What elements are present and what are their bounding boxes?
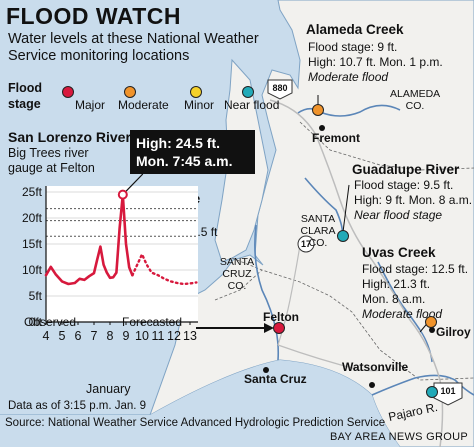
uvas-creek-high: High: 21.3 ft. <box>362 277 431 291</box>
uvas-creek-marker <box>425 316 437 328</box>
uvas-creek-level: Moderate flood <box>362 307 443 321</box>
alameda-county-label: ALAMEDA CO. <box>390 88 441 112</box>
monterey-bay-water <box>0 360 400 447</box>
alameda-creek-stage: Flood stage: 9 ft. <box>308 40 398 54</box>
credit-line: BAY AREA NEWS GROUP <box>330 431 468 443</box>
x-axis-label: January <box>86 382 131 396</box>
county-line <box>214 269 263 301</box>
flood-stage-moderate-label: Moderate 19.5 ft <box>130 225 218 239</box>
alameda-creek-title: Alameda Creek <box>306 22 404 37</box>
road <box>277 344 396 372</box>
santa-cruz-dot <box>263 367 269 373</box>
peak-callout: High: 24.5 ft. Mon. 7:45 a.m. <box>130 130 255 174</box>
santa-cruz-label: Santa Cruz <box>244 372 307 386</box>
felton-marker <box>273 322 285 334</box>
legend-minor-label: Minor <box>184 98 215 112</box>
felton-label: Felton <box>263 310 299 324</box>
santa-clara-county-label: SANTA CLARA CO. <box>300 213 336 249</box>
data-as-of: Data as of 3:15 p.m. Jan. 9 <box>8 400 147 412</box>
uvas-creek-stage: Flood stage: 12.5 ft. <box>362 262 469 276</box>
peak-callout-time: Mon. 7:45 a.m. <box>136 153 233 169</box>
road <box>269 99 444 447</box>
county-line <box>231 257 474 381</box>
source-note: Source: National Weather Service Advance… <box>5 417 386 429</box>
highway-101-label: 101 <box>440 386 456 396</box>
flood-stage-heading: Flood stage <box>130 192 201 206</box>
page-subtitle: Water levels at these National Weather S… <box>8 31 259 64</box>
county-line <box>299 121 474 171</box>
highway-17-shield <box>297 235 315 253</box>
santa-cruz-county-label: SANTA CRUZ CO. <box>219 256 255 292</box>
guadalupe-river-high: High: 9 ft. Mon. 8 a.m. <box>354 193 473 207</box>
alameda-creek-high: High: 10.7 ft. Mon. 1 p.m. <box>308 55 443 69</box>
legend-near-flood-label: Near flood <box>224 98 280 112</box>
watsonville-label: Watsonville <box>342 360 409 374</box>
guadalupe-river-title: Guadalupe River <box>352 162 460 177</box>
legend-major-dot <box>62 86 74 98</box>
gilroy-label: Gilroy <box>436 325 471 339</box>
alameda-creek-river <box>297 104 401 117</box>
forecasted-label: Forecasted <box>122 315 183 329</box>
peak-callout-high: High: 24.5 ft. <box>136 135 221 151</box>
flood-stage-major-label: Major 21.8 ft <box>130 209 197 223</box>
gilroy-dot <box>429 327 435 333</box>
uvas-creek-title: Uvas Creek <box>362 245 436 260</box>
legend-title: Flood stage <box>8 81 43 111</box>
pajaro-tributary <box>419 329 433 363</box>
pajaro-river-marker <box>426 386 438 398</box>
highway-880-shield <box>267 79 293 100</box>
alameda-creek-marker <box>312 104 324 116</box>
observed-label: Observed <box>24 315 77 329</box>
guadalupe-river-marker <box>337 230 349 242</box>
fremont-dot <box>319 125 325 131</box>
legend-minor-dot <box>190 86 202 98</box>
inset-river-title: San Lorenzo River <box>8 129 131 145</box>
legend-near-flood-dot <box>242 86 254 98</box>
fremont-label: Fremont <box>312 131 360 145</box>
guadalupe-river-level: Near flood stage <box>354 208 443 222</box>
highway-17-label: 17 <box>300 239 311 249</box>
guadalupe-connector <box>342 184 350 233</box>
page-title: FLOOD WATCH <box>6 3 181 29</box>
watsonville-dot <box>369 382 375 388</box>
legend-moderate-label: Moderate <box>118 98 169 112</box>
felton-pointer-arrowhead <box>264 323 274 333</box>
pajaro-river-line <box>371 374 474 396</box>
legend-moderate-dot <box>124 86 136 98</box>
alameda-creek-level: Moderate flood <box>308 70 389 84</box>
guadalupe-river-stage: Flood stage: 9.5 ft. <box>354 178 454 192</box>
legend-major-label: Major <box>75 98 106 112</box>
highway-880-label: 880 <box>272 83 288 93</box>
uvas-creek-time: Mon. 8 a.m. <box>362 292 426 306</box>
inset-gauge-subtitle: Big Trees river gauge at Felton <box>8 146 95 175</box>
flood-stage-minor-label: Minor 16.5 ft <box>130 243 197 257</box>
uvas-creek-line <box>377 261 421 331</box>
